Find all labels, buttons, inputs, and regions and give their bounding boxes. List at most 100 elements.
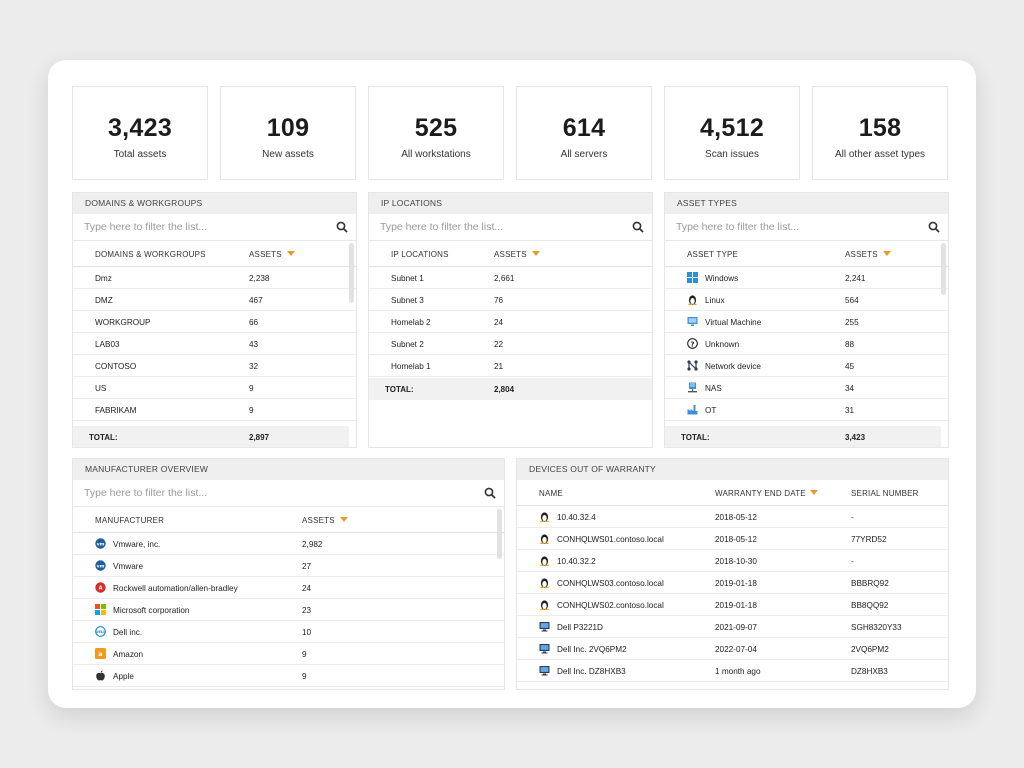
table-row[interactable]: Subnet 3 76 <box>369 289 652 311</box>
table-row[interactable]: Network device 45 <box>665 355 948 377</box>
table-row[interactable]: CONHQLWS02.contoso.local 2019-01-18 BB8Q… <box>517 594 948 616</box>
table-row[interactable]: Homelab 1 21 <box>369 355 652 377</box>
table-row[interactable]: Virtual Machine 255 <box>665 311 948 333</box>
stat-all-workstations[interactable]: 525 All workstations <box>368 86 504 180</box>
column-header-name[interactable]: ASSET TYPE <box>687 250 739 259</box>
linux-icon <box>540 600 549 610</box>
stat-value: 3,423 <box>107 114 173 142</box>
table-row[interactable]: WORKGROUP 66 <box>73 311 356 333</box>
row-value: 2,982 <box>302 540 323 549</box>
table-row[interactable]: ? Unknown 88 <box>665 333 948 355</box>
column-header-serial[interactable]: SERIAL NUMBER <box>851 489 919 498</box>
row-value: 24 <box>302 584 312 593</box>
table-row[interactable]: Linux 564 <box>665 289 948 311</box>
table-row[interactable]: vm Vmware, inc. 2,982 <box>73 533 504 555</box>
scrollbar[interactable] <box>941 243 946 295</box>
row-name: 10.40.32.2 <box>557 557 596 566</box>
column-header-assets[interactable]: ASSETS <box>302 516 335 525</box>
table-row[interactable]: CONHQLWS01.contoso.local 2018-05-12 77YR… <box>517 528 948 550</box>
sort-desc-icon[interactable] <box>883 251 891 256</box>
column-header-name[interactable]: NAME <box>539 489 563 498</box>
table-row[interactable]: Dell P3221D 2021-09-07 SGH8320Y33 <box>517 616 948 638</box>
table-row[interactable]: 10.40.32.2 2018-10-30 - <box>517 550 948 572</box>
table-row[interactable]: Apple 9 <box>73 665 504 687</box>
table-header: ASSET TYPE ASSETS <box>665 241 948 267</box>
table-row[interactable]: CONTOSO 32 <box>73 355 356 377</box>
table-row[interactable]: LAB03 43 <box>73 333 356 355</box>
filter-input[interactable] <box>73 214 356 240</box>
linux-icon <box>688 295 697 305</box>
scrollbar[interactable] <box>349 243 354 303</box>
domains-panel: DOMAINS & WORKGROUPS DOMAINS & WORKGROUP… <box>72 192 357 448</box>
table-row[interactable]: US 9 <box>73 377 356 399</box>
table-row[interactable]: Dmz 2,238 <box>73 267 356 289</box>
filter-input[interactable] <box>73 480 504 506</box>
filter-bar <box>73 214 356 241</box>
stat-other-asset-types[interactable]: 158 All other asset types <box>812 86 948 180</box>
table-row[interactable]: Dell Inc. 2VQ6PM2 2022-07-04 2VQ6PM2 <box>517 638 948 660</box>
table-row[interactable]: Microsoft corporation 23 <box>73 599 504 621</box>
linux-icon <box>540 578 549 588</box>
row-value: 43 <box>249 340 259 349</box>
table-row[interactable]: CONHQLWS03.contoso.local 2019-01-18 BBBR… <box>517 572 948 594</box>
filter-bar <box>665 214 948 241</box>
panel-title: DEVICES OUT OF WARRANTY <box>517 459 948 480</box>
table-row[interactable]: DMZ 467 <box>73 289 356 311</box>
vmware-icon: vm <box>95 560 106 571</box>
row-name: Microsoft corporation <box>113 606 190 615</box>
row-date: 2018-05-12 <box>715 513 757 522</box>
row-name: Dell inc. <box>113 628 143 637</box>
stat-all-servers[interactable]: 614 All servers <box>516 86 652 180</box>
row-serial: - <box>851 557 854 566</box>
stat-new-assets[interactable]: 109 New assets <box>220 86 356 180</box>
row-value: 76 <box>494 296 504 305</box>
search-icon[interactable] <box>484 487 496 499</box>
stat-total-assets[interactable]: 3,423 Total assets <box>72 86 208 180</box>
table-row[interactable]: OT 31 <box>665 399 948 421</box>
row-name: Subnet 2 <box>391 340 424 349</box>
table-row[interactable]: Subnet 1 2,661 <box>369 267 652 289</box>
sort-desc-icon[interactable] <box>340 517 348 522</box>
filter-input[interactable] <box>369 214 652 240</box>
svg-text:vm: vm <box>97 542 105 547</box>
column-header-assets[interactable]: ASSETS <box>494 250 527 259</box>
row-name: Amazon <box>113 650 144 659</box>
table-row[interactable]: vm Vmware 27 <box>73 555 504 577</box>
row-name: Apple <box>113 672 134 681</box>
search-icon[interactable] <box>336 221 348 233</box>
table-row[interactable]: FABRIKAM 9 <box>73 399 356 421</box>
table-row[interactable]: NAS 34 <box>665 377 948 399</box>
search-icon[interactable] <box>632 221 644 233</box>
column-header-name[interactable]: MANUFACTURER <box>95 516 165 525</box>
row-date: 2018-10-30 <box>715 557 757 566</box>
row-name: Vmware, inc. <box>113 540 161 549</box>
stat-value: 158 <box>858 114 902 142</box>
row-name: Subnet 1 <box>391 274 424 283</box>
table-row[interactable]: Homelab 2 24 <box>369 311 652 333</box>
column-header-assets[interactable]: ASSETS <box>249 250 282 259</box>
sort-desc-icon[interactable] <box>287 251 295 256</box>
stat-scan-issues[interactable]: 4,512 Scan issues <box>664 86 800 180</box>
table-row[interactable]: Dell Inc. DZ8HXB3 1 month ago DZ8HXB3 <box>517 660 948 682</box>
row-name: Virtual Machine <box>705 318 762 327</box>
filter-input[interactable] <box>665 214 948 240</box>
column-header-assets[interactable]: ASSETS <box>845 250 878 259</box>
table-row[interactable]: Windows 2,241 <box>665 267 948 289</box>
svg-text:vm: vm <box>97 564 105 569</box>
table-row[interactable]: 10.40.32.4 2018-05-12 - <box>517 506 948 528</box>
sort-desc-icon[interactable] <box>810 490 818 495</box>
column-header-name[interactable]: DOMAINS & WORKGROUPS <box>95 250 206 259</box>
table-row[interactable]: A Rockwell automation/allen-bradley 24 <box>73 577 504 599</box>
search-icon[interactable] <box>928 221 940 233</box>
scrollbar[interactable] <box>497 509 502 559</box>
table-row[interactable]: Subnet 2 22 <box>369 333 652 355</box>
table-row[interactable]: a Amazon 9 <box>73 643 504 665</box>
row-date: 2018-05-12 <box>715 535 757 544</box>
stat-label: Scan issues <box>705 149 759 160</box>
row-value: 88 <box>845 340 855 349</box>
column-header-name[interactable]: IP LOCATIONS <box>391 250 449 259</box>
column-header-warranty-end[interactable]: WARRANTY END DATE <box>715 489 806 498</box>
table-row[interactable]: DELL Dell inc. 10 <box>73 621 504 643</box>
row-name: CONHQLWS03.contoso.local <box>557 579 664 588</box>
sort-desc-icon[interactable] <box>532 251 540 256</box>
